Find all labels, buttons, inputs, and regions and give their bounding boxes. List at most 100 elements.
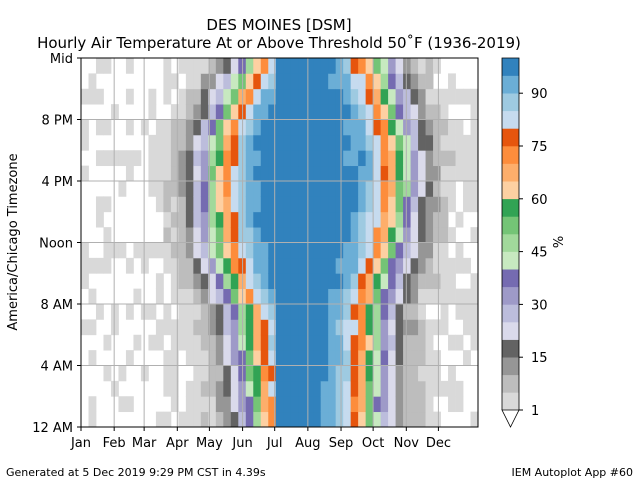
heat-cell xyxy=(208,104,217,120)
heat-cell xyxy=(253,196,262,213)
heat-cell xyxy=(268,257,277,274)
heat-cell xyxy=(230,411,239,428)
heat-cell xyxy=(170,380,179,397)
heat-cell xyxy=(253,411,262,428)
heat-cell xyxy=(350,350,359,366)
heat-cell xyxy=(208,350,217,366)
heat-cell xyxy=(440,88,449,105)
heat-cell xyxy=(395,334,404,351)
heat-cell xyxy=(298,104,307,120)
heat-cell xyxy=(170,165,179,182)
heat-cell xyxy=(298,73,307,90)
heat-cell xyxy=(283,334,292,351)
heat-cell xyxy=(305,304,314,320)
heat-cell xyxy=(380,257,389,274)
heat-cell xyxy=(305,242,314,259)
heat-cell xyxy=(185,211,194,228)
heat-cell xyxy=(388,165,396,182)
heat-cell xyxy=(200,319,209,336)
heat-cell xyxy=(320,227,329,243)
heat-cell xyxy=(253,273,262,290)
heat-cell xyxy=(215,350,224,366)
heat-cell xyxy=(185,73,194,90)
heat-cell xyxy=(335,411,344,428)
heat-cell xyxy=(140,304,149,320)
heat-cell xyxy=(163,181,172,197)
heat-cell xyxy=(320,334,329,351)
heat-cell xyxy=(313,165,322,182)
heat-cell xyxy=(88,396,97,413)
heat-cell xyxy=(260,134,269,151)
heat-cell xyxy=(365,319,374,336)
heat-cell xyxy=(253,242,262,259)
heat-cell xyxy=(140,365,149,382)
heat-cell xyxy=(148,104,157,120)
heat-cell xyxy=(328,319,337,336)
heat-cell xyxy=(320,211,329,228)
heat-cell xyxy=(440,181,449,197)
heat-cell xyxy=(260,319,269,336)
heat-cell xyxy=(455,119,464,136)
heat-cell xyxy=(290,58,299,74)
heat-cell xyxy=(163,134,172,151)
heat-cell xyxy=(125,165,134,182)
heat-cell xyxy=(283,319,292,336)
heat-cell xyxy=(223,365,232,382)
heat-cell xyxy=(290,304,299,320)
heat-cell xyxy=(380,134,389,151)
heat-cell xyxy=(395,134,404,151)
heat-cell xyxy=(290,334,299,351)
heat-cell xyxy=(178,150,187,167)
heat-cell xyxy=(178,196,187,213)
heat-cell xyxy=(253,104,262,120)
heat-cell xyxy=(320,73,329,90)
heat-cell xyxy=(223,119,232,136)
heat-cell xyxy=(88,288,97,305)
heat-cell xyxy=(290,165,299,182)
heat-cell xyxy=(298,227,307,243)
heat-cell xyxy=(253,150,262,167)
heat-cell xyxy=(200,181,209,197)
heat-cell xyxy=(148,134,157,151)
heat-cell xyxy=(388,242,396,259)
heat-cell xyxy=(440,242,449,259)
heat-cell xyxy=(403,380,411,397)
heat-cell xyxy=(343,119,352,136)
heat-cell xyxy=(425,119,434,136)
heat-cell xyxy=(448,288,456,305)
colorbar-segment xyxy=(502,357,519,376)
heat-cell xyxy=(433,288,441,305)
heat-cell xyxy=(305,196,314,213)
heat-cell xyxy=(373,319,382,336)
heat-cell xyxy=(328,365,337,382)
heat-cell xyxy=(245,181,254,197)
colorbar-segment xyxy=(502,374,519,393)
heat-cell xyxy=(343,242,352,259)
heat-cell xyxy=(380,242,389,259)
heat-cell xyxy=(290,134,299,151)
heat-cell xyxy=(208,227,217,243)
heat-cell xyxy=(418,88,426,105)
heat-cell xyxy=(395,211,404,228)
heat-cell xyxy=(320,350,329,366)
heat-cell xyxy=(193,227,202,243)
heat-cell xyxy=(178,273,187,290)
heat-cell xyxy=(268,196,277,213)
heat-cell xyxy=(350,396,359,413)
heat-cell xyxy=(305,134,314,151)
heat-cell xyxy=(253,227,262,243)
heat-cell xyxy=(208,288,217,305)
colorbar-extend-arrow xyxy=(501,409,520,428)
heat-cell xyxy=(275,104,284,120)
heat-cell xyxy=(95,211,104,228)
heat-cell xyxy=(81,273,89,290)
heat-cell xyxy=(328,396,337,413)
heat-cell xyxy=(350,304,359,320)
heat-cell xyxy=(388,227,396,243)
heat-cell xyxy=(88,88,97,105)
colorbar: 1 15 30 45 60 75 90 xyxy=(501,57,548,428)
heat-cell xyxy=(403,350,411,366)
heat-cell xyxy=(290,119,299,136)
colorbar-segment xyxy=(502,286,519,305)
heat-cell xyxy=(418,119,426,136)
